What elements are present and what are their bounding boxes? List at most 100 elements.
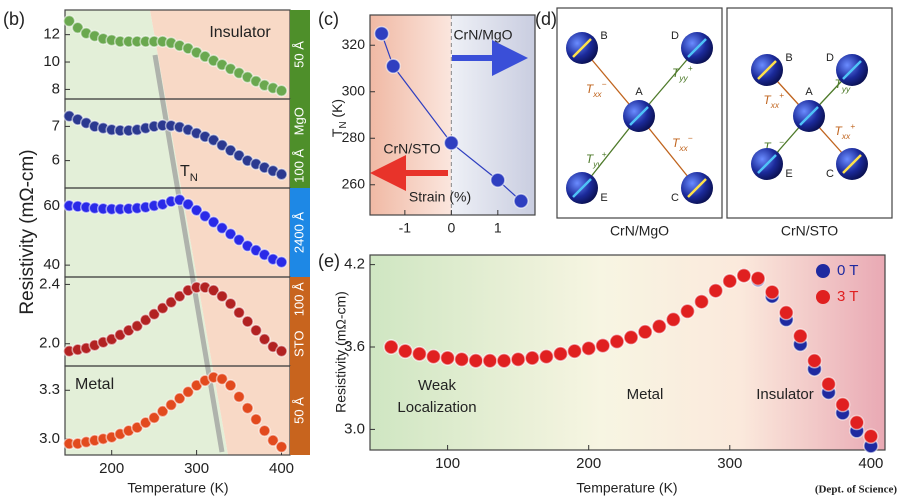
data-point: [552, 346, 569, 362]
coupling-label: Txx+: [763, 90, 784, 110]
y-tick-label: 3.0: [344, 420, 365, 437]
panel-label: (b): [3, 9, 25, 29]
sample-tag: [290, 277, 310, 366]
y-tick-label: 3.6: [344, 338, 365, 355]
spin-arrow: [842, 154, 862, 174]
data-point: [510, 351, 526, 368]
coupling-label: Txx+: [835, 121, 856, 141]
coupling-label: Txx−: [586, 79, 607, 99]
data-point: [224, 297, 237, 310]
annotation: Insulator: [209, 24, 271, 41]
data-point: [566, 343, 583, 359]
x-tick-label: 200: [99, 460, 124, 477]
data-point: [147, 411, 161, 425]
site-label: C: [826, 168, 834, 180]
coupling-label-sub: yy: [592, 159, 602, 169]
spin-arrow: [757, 154, 777, 174]
coupling-label-base: T: [835, 77, 844, 91]
data-point: [164, 295, 178, 309]
data-point: [679, 303, 696, 320]
annotation: Localization: [397, 399, 476, 416]
spin-arrow: [629, 106, 649, 126]
site-label: E: [785, 168, 792, 180]
sample-tag: [290, 188, 310, 277]
coupling-label-base: T: [672, 136, 681, 150]
legend-marker: [816, 290, 830, 304]
data-point: [224, 227, 237, 241]
data-point: [181, 385, 195, 399]
data-point: [215, 372, 229, 386]
sample-tag-label: MgO: [291, 107, 306, 135]
data-point: [275, 440, 288, 454]
x-tick-label: 300: [717, 455, 742, 472]
annotation: Weak: [418, 377, 457, 394]
data-point: [249, 413, 263, 426]
y-axis-label-base: T: [329, 128, 345, 137]
y-axis-label: Resistivity (mΩ-cm): [17, 149, 38, 314]
y-tick-label: 12: [43, 26, 60, 43]
data-point: [275, 168, 288, 181]
site-label: E: [600, 192, 607, 204]
coupling-label: Txx−: [672, 133, 693, 153]
data-point: [232, 390, 246, 403]
coupling-label-sub: yy: [841, 84, 851, 94]
annotation: CrN/STO: [383, 141, 440, 157]
site-label: D: [826, 52, 834, 64]
spin-arrow: [842, 60, 862, 80]
y-tick-label: 6: [52, 152, 60, 169]
x-axis-label: Temperature (K): [127, 480, 228, 496]
transition-label: TN: [180, 163, 198, 184]
coupling-label-base: T: [586, 82, 595, 96]
coupling-label-base: T: [835, 124, 844, 138]
spin-arrow: [572, 178, 592, 198]
coupling-label: Tyy+: [586, 149, 607, 169]
site-label: B: [600, 30, 607, 42]
y-tick-label: 10: [43, 53, 60, 70]
data-point: [863, 428, 879, 445]
data-point: [139, 313, 152, 327]
y-axis-label: Resistivity (mΩ-cm): [333, 291, 349, 413]
panel-label: (d): [535, 9, 557, 29]
sample-tag-label: 50 Å: [291, 41, 306, 68]
annotation: CrN/MgO: [453, 27, 512, 43]
y-tick-label: 3.3: [39, 381, 60, 398]
spin-arrow: [687, 178, 707, 198]
spin-arrow: [572, 38, 592, 58]
x-tick-label: 200: [576, 455, 601, 472]
y-tick-label: 7: [52, 117, 60, 134]
data-point: [173, 392, 186, 405]
x-tick-label: 100: [435, 455, 460, 472]
coupling-label-sup: −: [779, 137, 784, 147]
sample-tag: [290, 99, 310, 188]
data-point: [468, 352, 484, 369]
x-tick-label: 0: [447, 220, 455, 236]
data-point: [275, 255, 288, 269]
data-point: [385, 58, 401, 74]
y-tick-label: 300: [342, 82, 366, 98]
data-point: [232, 306, 246, 319]
x-tick-label: 400: [858, 455, 883, 472]
plot-frame: [369, 254, 886, 451]
legend-marker: [816, 264, 830, 278]
data-point: [156, 405, 169, 418]
coupling-label-sub: xx: [770, 100, 780, 110]
data-point: [513, 193, 529, 209]
coupling-label-sub: xx: [678, 143, 688, 153]
site-label: D: [671, 30, 679, 42]
y-tick-label: 280: [342, 129, 366, 145]
sample-tag-label: STO: [291, 331, 306, 358]
data-point: [538, 348, 555, 365]
diagram-caption: CrN/MgO: [610, 223, 669, 239]
data-point: [820, 376, 837, 392]
coupling-label-sup: +: [850, 121, 855, 131]
data-point: [397, 343, 414, 359]
spin-arrow: [757, 60, 777, 80]
y-axis-label-rest: (K): [329, 99, 345, 122]
credit: (Dept. of Science): [815, 484, 898, 496]
transition-label-sub: N: [190, 172, 198, 184]
panel-label: (e): [318, 251, 340, 271]
data-point: [232, 233, 246, 247]
data-point: [224, 379, 237, 392]
strain-compressive-region: [370, 15, 452, 215]
